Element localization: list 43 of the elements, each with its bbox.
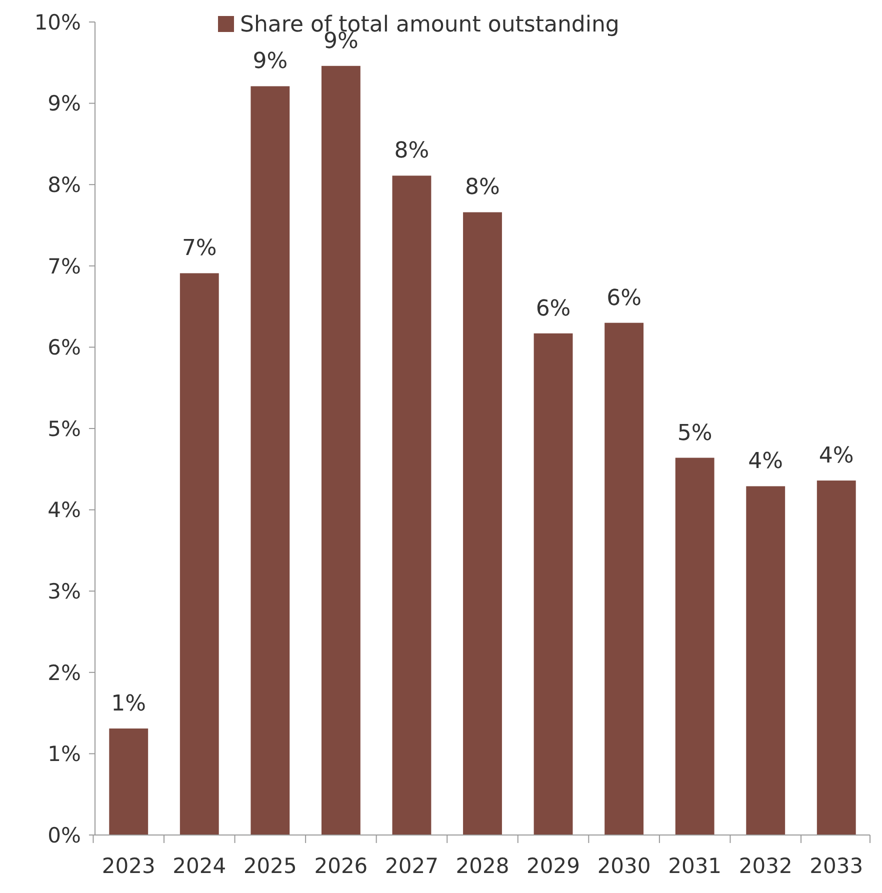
data-label: 7% [182,236,217,262]
bar [816,480,856,835]
bar [534,333,573,835]
data-label: 5% [677,420,712,446]
bar [604,322,644,835]
x-tick-label: 2027 [384,854,438,878]
y-tick-label: 4% [48,498,81,522]
bar [746,486,786,835]
data-label: 8% [465,175,500,200]
bar [675,458,714,835]
y-tick-label: 9% [48,92,81,116]
x-tick-label: 2025 [243,854,297,878]
x-tick-label: 2028 [456,854,510,878]
x-tick-label: 2029 [526,854,580,878]
bar [250,86,290,835]
bar [109,728,148,835]
data-label: 4% [748,449,784,474]
x-tick-label: 2024 [172,854,226,878]
bar [392,176,432,835]
x-tick-label: 2026 [314,854,368,878]
y-tick-label: 6% [48,336,81,360]
data-label: 6% [536,296,571,322]
y-tick-label: 7% [48,254,81,278]
data-label: 6% [606,286,642,311]
data-label: 4% [818,444,854,469]
y-tick-label: 0% [48,823,81,848]
bar [180,273,219,835]
bar [463,212,502,835]
x-tick-label: 2031 [668,854,722,878]
y-tick-label: 10% [34,10,81,34]
x-tick-label: 2032 [738,854,792,878]
y-tick-label: 8% [48,172,81,197]
data-label: 1% [111,691,146,716]
y-tick-label: 1% [48,742,81,766]
x-tick-label: 2033 [810,854,864,878]
data-label: 9% [252,49,288,74]
y-tick-label: 5% [48,416,81,441]
bar [321,66,360,835]
y-tick-label: 2% [48,660,81,685]
x-tick-label: 2023 [102,854,156,878]
y-tick-label: 3% [48,579,81,604]
x-tick-label: 2030 [597,854,651,878]
data-label: 8% [394,138,430,164]
